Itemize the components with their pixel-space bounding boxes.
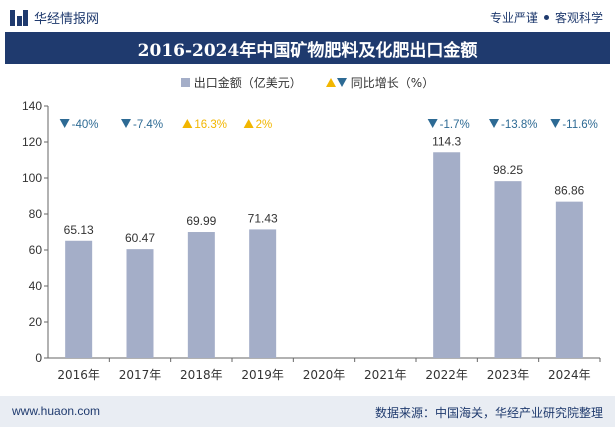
x-tick-label: 2024年 [548,368,591,382]
dot-icon [543,15,549,20]
data-label: 60.47 [125,231,155,245]
x-tick-label: 2021年 [364,368,407,382]
bar [187,232,215,358]
yoy-down-icon [427,119,438,128]
brand-name: 华经情报网 [34,12,100,27]
yoy-label: -7.4% [133,119,163,131]
data-label: 71.43 [248,211,278,225]
yoy-label: -11.6% [562,119,598,131]
legend-swatch-icon [180,78,190,87]
brand[interactable]: 华经情报网 [10,8,99,27]
yoy-label: -1.7% [440,119,470,131]
x-tick-label: 2023年 [487,368,530,382]
chart-title: 2016-2024年中国矿物肥料及化肥出口金额 [137,40,478,61]
site-link[interactable]: www.huaon.com [12,404,101,418]
y-tick-label: 40 [29,279,43,293]
footer: www.huaon.com 数据来源：中国海关，华经产业研究院整理 [0,396,615,427]
x-tick-label: 2020年 [303,368,346,382]
legend: 出口金额（亿美元） 同比增长（%） [0,74,615,91]
yoy-label: -13.8% [501,119,537,131]
triangle-up-icon [325,78,336,87]
data-source: 数据来源：中国海关，华经产业研究院整理 [374,406,603,420]
legend-item-yoy[interactable]: 同比增长（%） [325,74,435,91]
bar [249,229,277,358]
y-tick-label: 20 [29,315,43,329]
legend-label-export: 出口金额（亿美元） [193,76,302,90]
bar [494,181,522,358]
header: 华经情报网 专业严谨 客观科学 [0,0,615,32]
data-label: 69.99 [186,214,216,228]
y-tick-label: 120 [22,135,42,149]
y-tick-label: 60 [29,243,43,257]
y-tick-label: 80 [29,207,43,221]
legend-item-export[interactable]: 出口金额（亿美元） [180,74,302,91]
data-label: 114.3 [432,134,461,148]
bar [433,152,461,358]
data-label: 65.13 [64,223,94,237]
yoy-up-icon [182,119,193,128]
yoy-down-icon [59,119,70,128]
y-tick-label: 0 [35,351,42,365]
x-tick-label: 2017年 [119,368,162,382]
yoy-label: 16.3% [194,119,227,131]
x-tick-label: 2018年 [180,368,223,382]
yoy-label: -40% [72,119,99,131]
yoy-down-icon [550,119,561,128]
x-tick-label: 2016年 [57,368,100,382]
yoy-down-icon [121,119,131,128]
data-label: 98.25 [493,163,523,177]
legend-label-yoy: 同比增长（%） [350,76,435,90]
data-label: 86.86 [554,184,584,198]
y-tick-label: 100 [22,171,42,185]
bar [65,240,93,358]
bar [126,249,154,358]
title-bar: 2016-2024年中国矿物肥料及化肥出口金额 [5,32,610,64]
slogan-right: 客观科学 [554,11,603,25]
slogan-left: 专业严谨 [489,11,538,25]
y-tick-label: 140 [22,99,42,113]
bar [555,201,583,358]
yoy-down-icon [489,119,499,128]
yoy-label: 2% [256,119,273,131]
x-tick-label: 2019年 [241,368,284,382]
logo-icon [10,9,28,26]
triangle-down-icon [336,78,347,87]
x-tick-label: 2022年 [425,368,468,382]
slogan: 专业严谨 客观科学 [490,9,603,26]
yoy-up-icon [243,119,254,128]
